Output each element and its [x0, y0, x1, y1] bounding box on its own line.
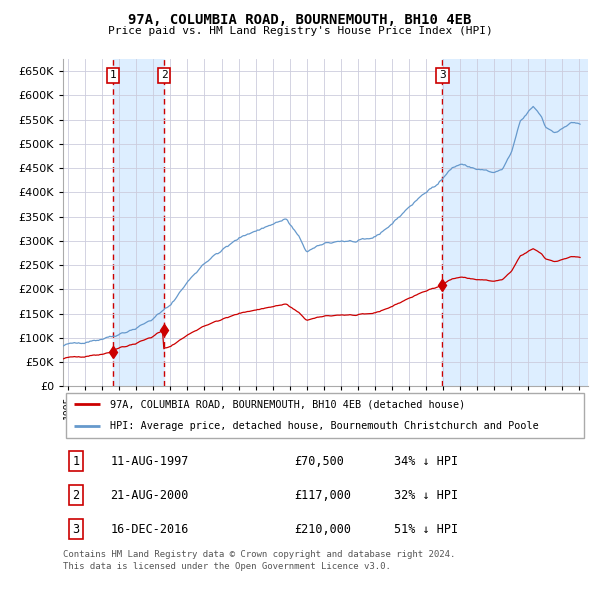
Text: 16-DEC-2016: 16-DEC-2016 — [110, 523, 188, 536]
Text: 97A, COLUMBIA ROAD, BOURNEMOUTH, BH10 4EB: 97A, COLUMBIA ROAD, BOURNEMOUTH, BH10 4E… — [128, 13, 472, 27]
Text: 51% ↓ HPI: 51% ↓ HPI — [394, 523, 458, 536]
Text: £210,000: £210,000 — [294, 523, 351, 536]
Text: HPI: Average price, detached house, Bournemouth Christchurch and Poole: HPI: Average price, detached house, Bour… — [110, 421, 539, 431]
Text: 2: 2 — [161, 70, 167, 80]
Text: 2: 2 — [73, 489, 80, 502]
Text: Price paid vs. HM Land Registry's House Price Index (HPI): Price paid vs. HM Land Registry's House … — [107, 26, 493, 36]
Text: 1: 1 — [73, 454, 80, 468]
Bar — [442, 59, 588, 386]
Bar — [113, 59, 164, 386]
Text: 21-AUG-2000: 21-AUG-2000 — [110, 489, 188, 502]
Text: Contains HM Land Registry data © Crown copyright and database right 2024.: Contains HM Land Registry data © Crown c… — [63, 550, 455, 559]
FancyBboxPatch shape — [65, 393, 584, 438]
Text: 3: 3 — [73, 523, 80, 536]
Text: 32% ↓ HPI: 32% ↓ HPI — [394, 489, 458, 502]
Text: £117,000: £117,000 — [294, 489, 351, 502]
Text: This data is licensed under the Open Government Licence v3.0.: This data is licensed under the Open Gov… — [63, 562, 391, 571]
Text: 3: 3 — [439, 70, 446, 80]
Text: 11-AUG-1997: 11-AUG-1997 — [110, 454, 188, 468]
Text: 1: 1 — [109, 70, 116, 80]
Text: 34% ↓ HPI: 34% ↓ HPI — [394, 454, 458, 468]
Text: 97A, COLUMBIA ROAD, BOURNEMOUTH, BH10 4EB (detached house): 97A, COLUMBIA ROAD, BOURNEMOUTH, BH10 4E… — [110, 399, 466, 409]
Text: £70,500: £70,500 — [294, 454, 344, 468]
